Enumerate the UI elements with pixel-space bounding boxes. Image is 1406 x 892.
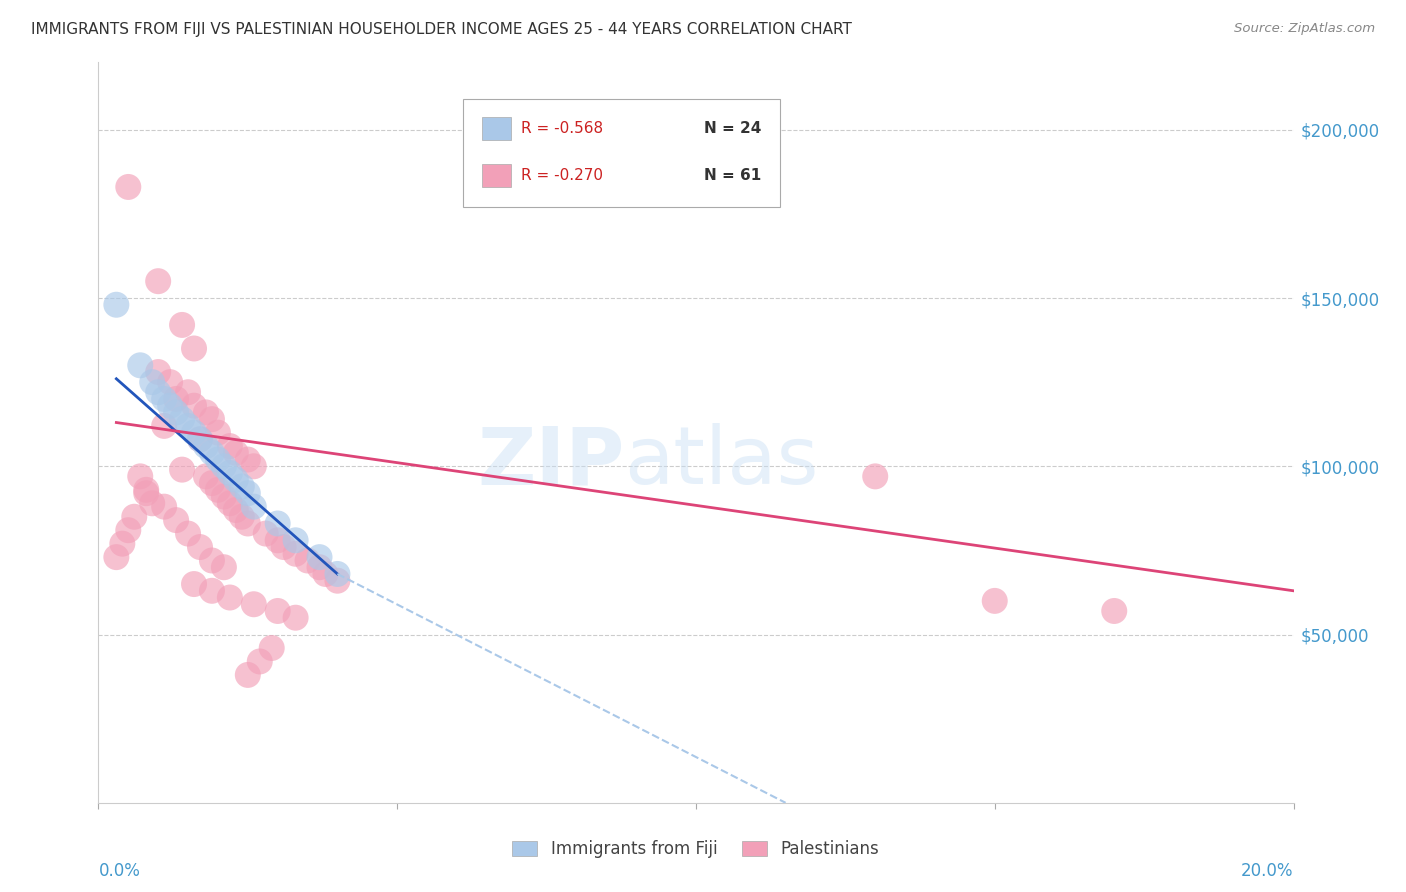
Point bbox=[172, 318, 194, 332]
Text: IMMIGRANTS FROM FIJI VS PALESTINIAN HOUSEHOLDER INCOME AGES 25 - 44 YEARS CORREL: IMMIGRANTS FROM FIJI VS PALESTINIAN HOUS… bbox=[31, 22, 852, 37]
Point bbox=[225, 503, 247, 517]
Point bbox=[148, 274, 170, 288]
Point bbox=[207, 483, 229, 497]
Point bbox=[254, 526, 277, 541]
FancyBboxPatch shape bbox=[482, 118, 510, 140]
Point bbox=[865, 469, 887, 483]
Point bbox=[212, 560, 235, 574]
Point bbox=[267, 533, 290, 548]
Point bbox=[165, 405, 187, 419]
Point bbox=[153, 392, 176, 406]
Point bbox=[231, 509, 253, 524]
Text: R = -0.568: R = -0.568 bbox=[522, 121, 603, 136]
FancyBboxPatch shape bbox=[463, 99, 780, 207]
Text: 20.0%: 20.0% bbox=[1241, 862, 1294, 880]
Point bbox=[243, 597, 266, 611]
Point bbox=[177, 385, 200, 400]
Point bbox=[273, 540, 295, 554]
Point bbox=[308, 550, 330, 565]
Point bbox=[267, 516, 290, 531]
Point bbox=[219, 496, 242, 510]
Point bbox=[243, 459, 266, 474]
Text: Source: ZipAtlas.com: Source: ZipAtlas.com bbox=[1234, 22, 1375, 36]
Point bbox=[219, 591, 242, 605]
Point bbox=[165, 513, 187, 527]
Point bbox=[225, 473, 247, 487]
Text: ZIP: ZIP bbox=[477, 423, 624, 501]
Point bbox=[105, 298, 128, 312]
Point bbox=[284, 547, 307, 561]
Text: R = -0.270: R = -0.270 bbox=[522, 169, 603, 183]
Point bbox=[201, 476, 224, 491]
Point bbox=[135, 483, 157, 497]
Point bbox=[177, 526, 200, 541]
Point bbox=[111, 536, 134, 550]
Point bbox=[129, 359, 152, 373]
Point bbox=[129, 469, 152, 483]
Point bbox=[183, 577, 205, 591]
Point bbox=[188, 433, 211, 447]
Point bbox=[201, 446, 224, 460]
Point bbox=[267, 604, 290, 618]
Point bbox=[249, 655, 271, 669]
Point bbox=[148, 385, 170, 400]
Point bbox=[326, 566, 349, 581]
Text: N = 24: N = 24 bbox=[704, 121, 762, 136]
Point bbox=[236, 516, 259, 531]
Point bbox=[183, 342, 205, 356]
Point bbox=[195, 405, 218, 419]
Point bbox=[231, 479, 253, 493]
Point bbox=[148, 365, 170, 379]
Point bbox=[172, 412, 194, 426]
Point bbox=[212, 490, 235, 504]
Point bbox=[201, 553, 224, 567]
Point bbox=[159, 375, 181, 389]
Text: N = 61: N = 61 bbox=[704, 169, 762, 183]
Point bbox=[326, 574, 349, 588]
Point bbox=[219, 439, 242, 453]
Point bbox=[236, 668, 259, 682]
Point bbox=[105, 550, 128, 565]
Point bbox=[308, 560, 330, 574]
Point bbox=[207, 425, 229, 440]
Point bbox=[201, 583, 224, 598]
Point bbox=[135, 486, 157, 500]
Text: atlas: atlas bbox=[624, 423, 818, 501]
Point bbox=[188, 540, 211, 554]
Point bbox=[117, 523, 139, 537]
Point bbox=[183, 399, 205, 413]
Point bbox=[201, 412, 224, 426]
Point bbox=[1104, 604, 1126, 618]
Point bbox=[159, 399, 181, 413]
Point bbox=[172, 462, 194, 476]
Point bbox=[260, 640, 283, 655]
Point bbox=[153, 500, 176, 514]
Point bbox=[141, 375, 163, 389]
Point bbox=[984, 594, 1007, 608]
Text: 0.0%: 0.0% bbox=[98, 862, 141, 880]
Point bbox=[195, 469, 218, 483]
Point bbox=[195, 439, 218, 453]
Point bbox=[297, 553, 319, 567]
Point bbox=[153, 418, 176, 433]
Point bbox=[177, 418, 200, 433]
Point bbox=[117, 180, 139, 194]
Point bbox=[284, 533, 307, 548]
FancyBboxPatch shape bbox=[482, 164, 510, 187]
Point bbox=[165, 392, 187, 406]
Point bbox=[188, 433, 211, 447]
Point bbox=[183, 425, 205, 440]
Legend: Immigrants from Fiji, Palestinians: Immigrants from Fiji, Palestinians bbox=[506, 833, 886, 865]
Point bbox=[212, 459, 235, 474]
Point bbox=[243, 500, 266, 514]
Point bbox=[284, 610, 307, 624]
Point bbox=[124, 509, 146, 524]
Point bbox=[315, 566, 337, 581]
Point bbox=[236, 486, 259, 500]
Point bbox=[207, 452, 229, 467]
Point bbox=[141, 496, 163, 510]
Point bbox=[219, 466, 242, 480]
Point bbox=[236, 452, 259, 467]
Point bbox=[225, 446, 247, 460]
